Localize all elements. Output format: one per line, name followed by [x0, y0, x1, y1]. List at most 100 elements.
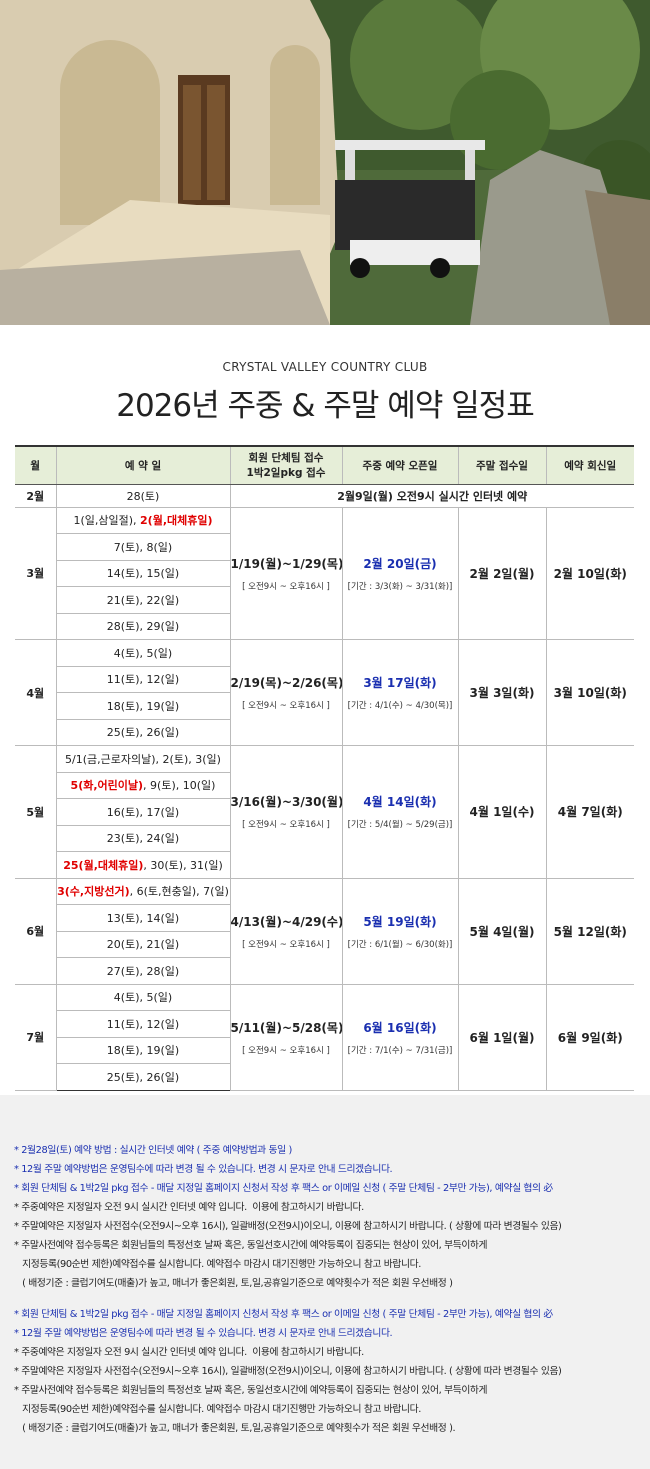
group-time: [ 오전9시 ~ 오후16시 ] [242, 939, 330, 950]
group-dates: 3/16(월)~3/30(월) [230, 795, 342, 810]
note-line: * 12월 주말 예약방법은 운영팀수에 따라 변경 될 수 있습니다. 변경 … [14, 1164, 393, 1175]
weekday-period: [기간 : 3/3(화) ~ 3/31(화)] [347, 581, 453, 592]
weekend: 3월 3일(화) [457, 639, 547, 746]
row: 21(토), 22(일) [15, 586, 634, 614]
date: 7(토), 8(일) [56, 533, 231, 561]
date: 13(토), 14(일) [56, 904, 231, 932]
group-cell: 1/19(월)~1/29(목) [ 오전9시 ~ 오후16시 ] [229, 506, 343, 640]
weekday-cell: 4월 14일(화) [기간 : 5/4(월) ~ 5/29(금)] [341, 745, 459, 879]
date: 18(토), 19(일) [56, 692, 231, 720]
notes: * 2월28일(토) 예약 방법 : 실시간 인터넷 예약 ( 주중 예약방법과… [0, 1095, 650, 1469]
note-line: ( 배정기준 : 클럽기여도(매출)가 높고, 매너가 좋은회원, 토,일,공휴… [14, 1278, 453, 1289]
row: 28(토), 29(일) [15, 612, 634, 640]
note-line: * 주말사전예약 접수등록은 회원님들의 특정선호 날짜 혹은, 동일선호시간에… [14, 1240, 488, 1251]
date-text: 18(토), 19(일) [106, 699, 180, 713]
weekday-cell: 2월 20일(금) [기간 : 3/3(화) ~ 3/31(화)] [341, 506, 459, 640]
date: 25(토), 26(일) [56, 1063, 231, 1091]
group-cell: 3/16(월)~3/30(월) [ 오전9시 ~ 오후16시 ] [229, 745, 343, 879]
date-text: , 9(토), 10(일) [143, 779, 216, 793]
date-text: 25(월,대체휴일) [63, 858, 144, 872]
date: 20(토), 21(일) [56, 930, 231, 958]
note: 2월9일(월) 오전9시 실시간 인터넷 예약 [229, 483, 634, 508]
month: 5월 [15, 745, 57, 879]
month: 3월 [15, 506, 57, 640]
date-text: 18(토), 19(일) [106, 1044, 180, 1058]
date: 4(토), 5(일) [55, 983, 231, 1011]
date: 5(화,어린이날), 9(토), 10(일) [56, 771, 231, 799]
schedule-table: 월 예 약 일 회원 단체팀 접수 1박2일pkg 접수 주중 예약 오픈일 주말 접수일… [15, 445, 634, 1091]
weekend: 2월 2일(월) [457, 506, 547, 640]
row: 18(토), 19(일) [15, 1036, 634, 1064]
row: 7월 4(토), 5(일) 5/11(월)~5/28(목) [ 오전9시 ~ 오후16… [15, 983, 634, 1091]
date-text: 11(토), 12(일) [106, 673, 180, 687]
header-text: 예 약 일 [124, 459, 162, 472]
date-text: 1(일,삼일절), [73, 514, 141, 528]
group-dates: 5/11(월)~5/28(목) [230, 1020, 342, 1035]
weekday-open: 2월 20일(금) [363, 556, 437, 571]
date: 27(토), 28(일) [56, 957, 231, 985]
date-text: 20(토), 21(일) [106, 938, 180, 952]
month: 6월 [15, 877, 57, 985]
note-group: * 2월28일(토) 예약 방법 : 실시간 인터넷 예약 ( 주중 예약방법과… [0, 1141, 650, 1293]
row: 7(토), 8(일) [15, 533, 634, 561]
note-line: * 주말예약은 지정일자 사전접수(오전9시~오후 16시), 일괄배정(오전9… [14, 1221, 562, 1232]
title: 2026년 주중 & 주말 예약 일정표 [116, 388, 535, 424]
date-text: 11(토), 12(일) [106, 1017, 180, 1031]
row: 3월 1(일,삼일절), 2(월,대체휴일) 1/19(월)~1/29(목) [ 오전… [15, 506, 634, 640]
note-group: * 회원 단체팀 & 1박2일 pkg 접수 - 매달 지정일 홈페이지 신청서… [0, 1305, 650, 1438]
row: 14(토), 15(일) [15, 559, 634, 587]
date: 25(월,대체휴일), 30(토), 31(일) [56, 851, 231, 879]
date-text: 5/1(금,근로자의날), 2(토), 3(일) [65, 752, 221, 766]
group-cell: 2/19(목)~2/26(목) [ 오전9시 ~ 오후16시 ] [229, 639, 343, 746]
note-line: * 주말사전예약 접수등록은 회원님들의 특정선호 날짜 혹은, 동일선호시간에… [14, 1385, 488, 1396]
group-time: [ 오전9시 ~ 오후16시 ] [242, 820, 330, 831]
date: 11(토), 12(일) [56, 1010, 231, 1038]
weekday-open: 4월 14일(화) [363, 795, 437, 810]
note-line: * 2월28일(토) 예약 방법 : 실시간 인터넷 예약 ( 주중 예약방법과… [14, 1145, 292, 1156]
weekday-open: 6월 16일(화) [363, 1020, 437, 1035]
row: 13(토), 14(일) [15, 904, 634, 932]
row: 6월 3(수,지방선거), 6(토,현충일), 7(일) 4/13(월)~4/29(… [15, 877, 634, 985]
header-text: 주말 접수일 [476, 459, 528, 472]
note-line: * 주중예약은 지정일자 오전 9시 실시간 인터넷 예약 입니다. 이용에 참… [14, 1347, 364, 1358]
group-cell: 5/11(월)~5/28(목) [ 오전9시 ~ 오후16시 ] [229, 983, 343, 1091]
header-cell: 월 [15, 445, 57, 485]
row: 25(토), 26(일) [15, 1063, 634, 1091]
subtitle: CRYSTAL VALLEY COUNTRY CLUB [222, 360, 428, 374]
weekday-period: [기간 : 5/4(월) ~ 5/29(금)] [347, 820, 453, 831]
date: 21(토), 22(일) [56, 586, 231, 614]
date-text: 16(토), 17(일) [106, 805, 180, 819]
date: 1(일,삼일절), 2(월,대체휴일) [55, 506, 231, 534]
date-text: 28(토), 29(일) [106, 620, 180, 634]
date: 5/1(금,근로자의날), 2(토), 3(일) [55, 745, 231, 773]
weekday-cell: 3월 17일(화) [기간 : 4/1(수) ~ 4/30(목)] [341, 639, 459, 746]
row: 11(토), 12(일) [15, 1010, 634, 1038]
header-text: 월 [30, 459, 41, 472]
header-text: 1박2일pkg 접수 [246, 467, 326, 480]
reply: 5월 12일(화) [545, 877, 634, 985]
header-cell: 주중 예약 오픈일 [341, 445, 459, 485]
date: 3(수,지방선거), 6(토,현충일), 7(일) [55, 877, 231, 905]
hero-photo [0, 0, 650, 325]
date-text: 27(토), 28(일) [106, 964, 180, 978]
date-text: , 6(토,현충일), 7(일) [129, 885, 229, 899]
reply: 3월 10일(화) [545, 639, 634, 746]
weekday-open: 5월 19일(화) [363, 914, 437, 929]
group-time: [ 오전9시 ~ 오후16시 ] [242, 581, 330, 592]
header-cell: 주말 접수일 [457, 445, 547, 485]
date-text: 14(토), 15(일) [106, 567, 180, 581]
group-dates: 1/19(월)~1/29(목) [230, 556, 342, 571]
weekend: 5월 4일(월) [457, 877, 547, 985]
month: 4월 [15, 639, 57, 746]
weekend: 4월 1일(수) [457, 745, 547, 879]
date-text: 21(토), 22(일) [106, 593, 180, 607]
date-text: 3(수,지방선거) [57, 885, 130, 899]
date-text: 25(토), 26(일) [106, 1070, 180, 1084]
month: 7월 [15, 983, 57, 1091]
note-line: 지정등록(90순번 제한)예약접수를 실시합니다. 예약접수 마감시 대기진행만… [14, 1259, 421, 1270]
header-text: 주중 예약 오픈일 [362, 459, 438, 472]
header-row: 월 예 약 일 회원 단체팀 접수 1박2일pkg 접수 주중 예약 오픈일 주말 접수일… [15, 445, 634, 485]
note-line: * 12월 주말 예약방법은 운영팀수에 따라 변경 될 수 있습니다. 변경 … [14, 1328, 393, 1339]
weekday-cell: 5월 19일(화) [기간 : 6/1(월) ~ 6/30(화)] [341, 877, 459, 985]
